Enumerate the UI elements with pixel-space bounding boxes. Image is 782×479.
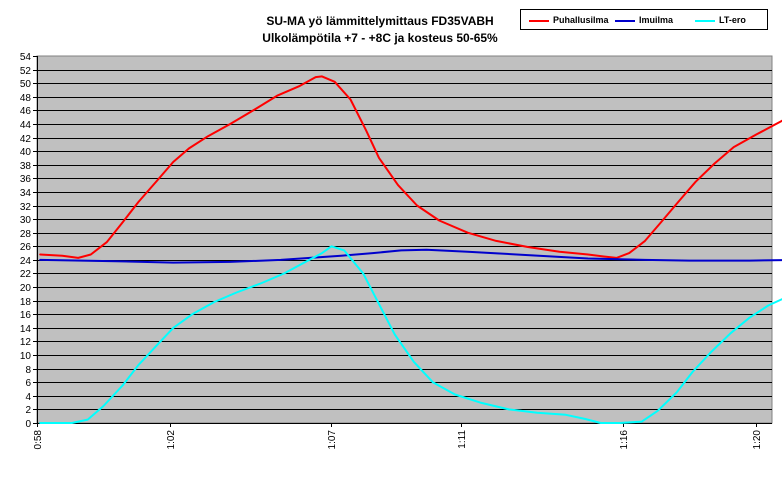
series-line-lt-ero (39, 245, 782, 424)
y-tick-label: 24 (20, 256, 32, 267)
y-tick-label: 26 (20, 242, 32, 253)
y-tick-label: 14 (20, 324, 32, 335)
x-tick-label: 1:11 (457, 430, 468, 449)
legend-label-imuilma: Imuilma (639, 15, 674, 25)
y-tick-label: 22 (20, 269, 32, 280)
y-tick-label: 54 (20, 52, 32, 63)
y-tick-label: 28 (20, 229, 32, 240)
legend-label-puhallusilma: Puhallusilma (553, 15, 609, 25)
y-tick-label: 34 (20, 188, 32, 199)
chart-legend: Puhallusilma Imuilma LT-ero (520, 9, 768, 30)
x-tick-label: 0:58 (33, 430, 44, 450)
y-tick-label: 40 (20, 147, 32, 158)
y-tick-label: 50 (20, 79, 32, 90)
x-tick-label: 1:20 (752, 430, 763, 450)
y-tick-label: 0 (25, 419, 31, 430)
y-tick-label: 10 (20, 351, 32, 362)
y-tick-label: 2 (25, 405, 31, 416)
y-tick-label: 6 (25, 378, 31, 389)
series-line-imuilma (39, 248, 782, 264)
chart-subtitle: Ulkolämpötila +7 - +8C ja kosteus 50-65% (262, 31, 498, 45)
plot-area (36, 55, 773, 424)
chart-title: SU-MA yö lämmittelymittaus FD35VABH (266, 14, 494, 28)
y-tick-label: 52 (20, 66, 32, 77)
y-tick-label: 16 (20, 310, 32, 321)
legend-swatch-puhallusilma (529, 20, 549, 22)
y-tick-label: 48 (20, 93, 32, 104)
legend-label-lt-ero: LT-ero (719, 15, 746, 25)
x-tick-label: 1:07 (327, 430, 338, 450)
y-tick-label: 36 (20, 174, 32, 185)
y-tick-label: 46 (20, 106, 32, 117)
y-tick-label: 20 (20, 283, 32, 294)
y-tick-label: 44 (20, 120, 32, 131)
y-tick-label: 32 (20, 202, 32, 213)
y-tick-label: 12 (20, 337, 32, 348)
y-tick-label: 4 (25, 392, 31, 403)
legend-swatch-imuilma (615, 20, 635, 22)
x-tick-label: 1:16 (619, 430, 630, 450)
y-tick-label: 42 (20, 134, 32, 145)
series-line-puhallusilma (39, 75, 782, 259)
y-tick-label: 30 (20, 215, 32, 226)
legend-swatch-lt-ero (695, 20, 715, 22)
y-tick-label: 18 (20, 297, 32, 308)
y-tick-label: 8 (25, 365, 31, 376)
y-tick-label: 38 (20, 161, 32, 172)
x-tick-label: 1:02 (166, 430, 177, 450)
